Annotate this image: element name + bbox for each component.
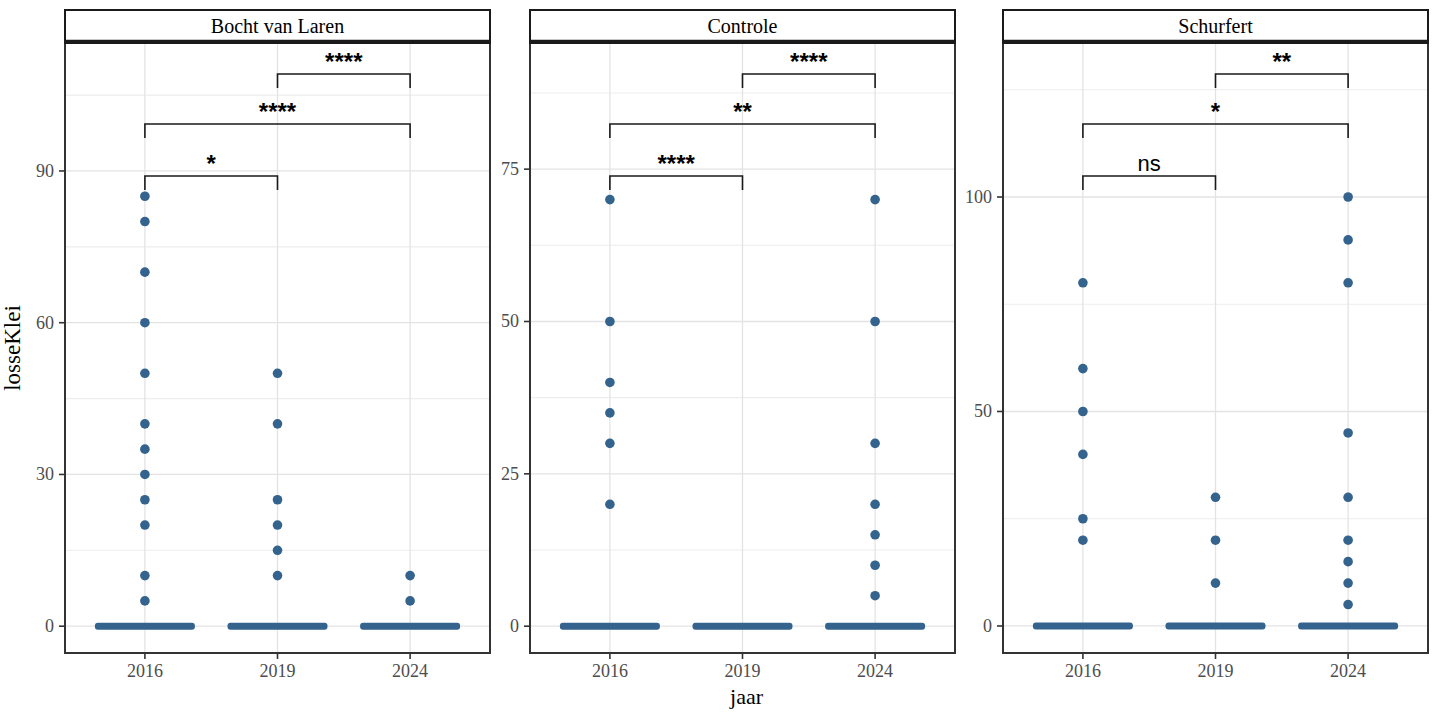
- zero-value-cluster: [95, 623, 195, 630]
- data-point: [1343, 492, 1353, 502]
- data-point: [870, 317, 880, 327]
- x-tick-label: 2016: [1065, 661, 1101, 681]
- data-point: [870, 560, 880, 570]
- data-point: [1078, 364, 1088, 374]
- zero-value-cluster: [1033, 622, 1133, 629]
- data-point: [1343, 535, 1353, 545]
- data-point: [1211, 535, 1221, 545]
- y-tick-label: 30: [36, 464, 54, 484]
- data-point: [1078, 535, 1088, 545]
- significance-label: *: [1211, 98, 1221, 125]
- significance-label: ****: [259, 98, 297, 125]
- facet-title: Controle: [708, 15, 778, 37]
- zero-value-cluster: [560, 623, 660, 630]
- data-point: [1343, 428, 1353, 438]
- y-tick-label: 50: [974, 401, 992, 421]
- x-tick-label: 2016: [127, 661, 163, 681]
- data-point: [605, 500, 615, 510]
- data-point: [273, 571, 283, 581]
- data-point: [1343, 557, 1353, 567]
- data-point: [273, 419, 283, 429]
- data-point: [140, 495, 150, 505]
- data-point: [870, 439, 880, 449]
- significance-label: *: [207, 150, 217, 177]
- data-point: [140, 217, 150, 227]
- y-axis-title: losseKlei: [0, 305, 25, 391]
- data-point: [140, 571, 150, 581]
- x-tick-label: 2019: [260, 661, 296, 681]
- data-point: [1211, 492, 1221, 502]
- zero-value-cluster: [1166, 622, 1266, 629]
- data-point: [140, 444, 150, 454]
- zero-value-cluster: [360, 623, 460, 630]
- y-tick-label: 0: [983, 616, 992, 636]
- y-tick-label: 100: [965, 187, 992, 207]
- data-point: [1343, 578, 1353, 588]
- x-axis-title: jaar: [729, 684, 764, 709]
- x-tick-label: 2024: [1330, 661, 1366, 681]
- x-tick-label: 2024: [857, 661, 893, 681]
- data-point: [140, 267, 150, 277]
- data-point: [605, 317, 615, 327]
- y-tick-label: 25: [501, 464, 519, 484]
- y-tick-label: 60: [36, 313, 54, 333]
- data-point: [140, 419, 150, 429]
- data-point: [870, 195, 880, 205]
- significance-label: ****: [790, 48, 828, 75]
- data-point: [405, 596, 415, 606]
- data-point: [1078, 407, 1088, 417]
- data-point: [273, 368, 283, 378]
- data-point: [140, 596, 150, 606]
- data-point: [870, 530, 880, 540]
- data-point: [140, 318, 150, 328]
- data-point: [1078, 450, 1088, 460]
- data-point: [1343, 278, 1353, 288]
- x-tick-label: 2019: [725, 661, 761, 681]
- data-point: [870, 591, 880, 601]
- y-tick-label: 0: [45, 616, 54, 636]
- data-point: [605, 408, 615, 418]
- x-tick-label: 2019: [1198, 661, 1234, 681]
- data-point: [140, 368, 150, 378]
- significance-label: **: [1272, 48, 1291, 75]
- x-tick-label: 2016: [592, 661, 628, 681]
- facet-panel-2: ns***Schurfert050100201620192024: [965, 10, 1429, 681]
- data-point: [405, 571, 415, 581]
- data-point: [1078, 514, 1088, 524]
- y-tick-label: 0: [510, 616, 519, 636]
- data-point: [605, 439, 615, 449]
- data-point: [870, 500, 880, 510]
- data-point: [605, 378, 615, 388]
- data-point: [1343, 600, 1353, 610]
- zero-value-cluster: [1298, 622, 1398, 629]
- facet-panel-1: **********Controle0255075201620192024: [501, 10, 956, 681]
- data-point: [140, 191, 150, 201]
- significance-label: ****: [325, 48, 363, 75]
- y-tick-label: 90: [36, 161, 54, 181]
- faceted-scatter-plot: *********Bocht van Laren0306090201620192…: [0, 0, 1440, 720]
- facet-title: Bocht van Laren: [211, 15, 344, 37]
- facet-panel-0: *********Bocht van Laren0306090201620192…: [36, 10, 491, 681]
- y-tick-label: 75: [501, 159, 519, 179]
- significance-label: **: [733, 98, 752, 125]
- data-point: [140, 470, 150, 480]
- data-point: [273, 495, 283, 505]
- x-tick-label: 2024: [392, 661, 428, 681]
- zero-value-cluster: [693, 623, 793, 630]
- significance-label: ****: [658, 150, 696, 177]
- facet-title: Schurfert: [1178, 15, 1253, 37]
- data-point: [273, 546, 283, 556]
- data-point: [140, 520, 150, 530]
- data-point: [1078, 278, 1088, 288]
- y-tick-label: 50: [501, 311, 519, 331]
- data-point: [273, 520, 283, 530]
- data-point: [1211, 578, 1221, 588]
- data-point: [605, 195, 615, 205]
- data-point: [1343, 235, 1353, 245]
- zero-value-cluster: [825, 623, 925, 630]
- data-point: [1343, 192, 1353, 202]
- significance-label: ns: [1138, 151, 1161, 176]
- zero-value-cluster: [228, 623, 328, 630]
